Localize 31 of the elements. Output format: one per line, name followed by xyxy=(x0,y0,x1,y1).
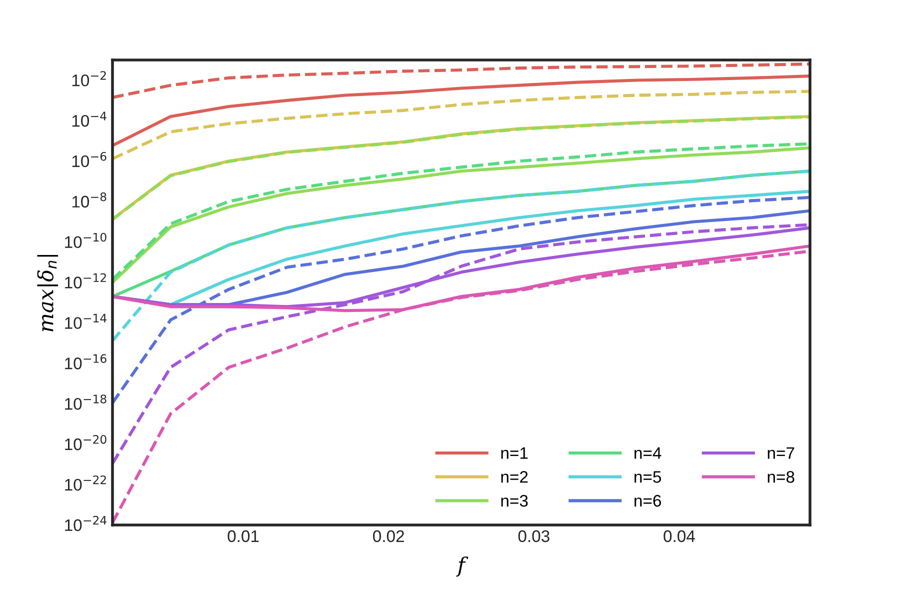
y-tick-label: 10$^{−2}$ xyxy=(72,71,106,86)
y-tick-label: 10$^{−16}$ xyxy=(65,354,106,370)
y-tick-label: 10$^{−8}$ xyxy=(72,192,106,208)
y-tick-label: 10$^{−24}$ xyxy=(65,516,106,532)
line-series xyxy=(112,62,810,100)
x-axis-title: f xyxy=(456,556,468,577)
legend-label: n=4 xyxy=(634,447,662,459)
line-series xyxy=(112,196,810,404)
x-tick-label: 0.03 xyxy=(518,530,550,542)
y-tick-label: 10$^{−12}$ xyxy=(65,273,106,288)
legend-label: n=3 xyxy=(501,494,528,507)
legend-label: n=2 xyxy=(501,471,528,483)
y-tick-label: 10$^{−6}$ xyxy=(72,152,106,168)
legend-label: n=8 xyxy=(768,471,794,483)
line-series xyxy=(112,170,810,342)
x-tick-label: 0.02 xyxy=(373,530,404,542)
y-tick-label: 10$^{−20}$ xyxy=(65,435,106,450)
y-tick-label: 10$^{−18}$ xyxy=(65,394,106,410)
legend-label: n=5 xyxy=(634,471,662,483)
y-tick-label: 10$^{−4}$ xyxy=(72,112,106,127)
y-tick-label: 10$^{−14}$ xyxy=(65,314,106,329)
x-tick-label: 0.04 xyxy=(664,530,695,542)
y-axis-title: max|δ$_{n}$| xyxy=(37,254,58,332)
y-tick-label: 10$^{−22}$ xyxy=(65,475,106,491)
legend-label: n=1 xyxy=(501,447,528,459)
line-series xyxy=(112,74,810,148)
legend-label: n=6 xyxy=(634,494,661,507)
line-series xyxy=(112,90,810,160)
legend-label: n=7 xyxy=(768,447,794,459)
x-tick-label: 0.01 xyxy=(228,530,259,542)
y-tick-label: 10$^{−10}$ xyxy=(65,232,106,248)
